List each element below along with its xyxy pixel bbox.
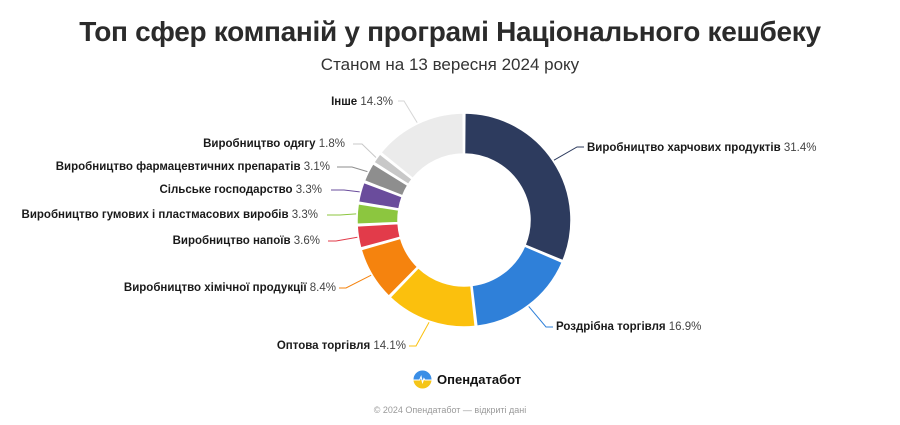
- slice-label: Інше 14.3%: [331, 95, 393, 109]
- donut-slice[interactable]: [360, 237, 419, 297]
- donut-slices: [356, 112, 572, 328]
- slice-label: Виробництво хімічної продукції 8.4%: [124, 281, 336, 295]
- brand: Опендатабот: [413, 370, 521, 389]
- leader-line: [528, 306, 553, 328]
- donut-slice[interactable]: [463, 112, 572, 262]
- slice-label-name: Роздрібна торгівля: [556, 321, 666, 333]
- donut-slice[interactable]: [356, 222, 402, 249]
- donut-slice[interactable]: [373, 153, 413, 186]
- slice-label: Оптова торгівля 14.1%: [277, 339, 406, 353]
- slice-label: Виробництво гумових і пластмасових вироб…: [22, 208, 318, 222]
- slice-label-value: 1.8%: [315, 138, 345, 150]
- leader-line: [409, 321, 430, 347]
- slice-label-value: 3.1%: [300, 161, 330, 173]
- leader-line: [328, 236, 358, 242]
- slice-label: Сільське господарство 3.3%: [159, 183, 322, 197]
- donut-slice[interactable]: [471, 245, 564, 327]
- leader-line: [353, 143, 377, 158]
- slice-label-name: Інше: [331, 96, 358, 108]
- slice-label-name: Виробництво харчових продуктів: [587, 142, 781, 154]
- leader-lines: [327, 100, 584, 347]
- slice-label-name: Сільське господарство: [159, 184, 293, 196]
- slice-label: Виробництво напоїв 3.6%: [173, 234, 320, 248]
- slice-label-name: Оптова торгівля: [276, 340, 371, 352]
- slice-label-value: 3.3%: [288, 209, 318, 221]
- slice-label-name: Виробництво фармацевтичних препаратів: [55, 161, 301, 173]
- brand-name: Опендатабот: [437, 372, 522, 387]
- donut-slice[interactable]: [357, 181, 403, 210]
- chart-subtitle: Станом на 13 вересня 2024 року: [320, 55, 580, 74]
- slice-label-name: Виробництво напоїв: [172, 235, 291, 247]
- slice-label-value: 14.1%: [370, 340, 406, 352]
- leader-line: [331, 189, 360, 193]
- chart-title: Топ сфер компаній у програмі Національно…: [79, 16, 821, 47]
- leader-line: [327, 213, 357, 216]
- leader-line: [398, 100, 418, 123]
- donut-slice[interactable]: [356, 203, 400, 225]
- slice-label: Роздрібна торгівля 16.9%: [556, 320, 701, 334]
- slice-label-value: 14.3%: [357, 96, 393, 108]
- slice-label-name: Виробництво одягу: [203, 138, 316, 150]
- footer-copyright: © 2024 Опендатабот — відкриті дані: [373, 405, 527, 415]
- slice-label-name: Виробництво хімічної продукції: [123, 282, 307, 294]
- opendatabot-logo-icon: [413, 370, 432, 389]
- slice-label: Виробництво харчових продуктів 31.4%: [587, 141, 817, 155]
- slice-label-value: 31.4%: [780, 142, 817, 154]
- slice-label-value: 3.6%: [290, 235, 320, 247]
- slice-label-value: 8.4%: [306, 282, 336, 294]
- slice-label: Виробництво одягу 1.8%: [203, 137, 345, 151]
- donut-slice[interactable]: [380, 112, 465, 180]
- slice-label-value: 16.9%: [665, 321, 702, 333]
- slice-label-value: 3.3%: [292, 184, 322, 196]
- donut-slice[interactable]: [363, 163, 409, 197]
- slice-label-name: Виробництво гумових і пластмасових вироб…: [21, 209, 289, 221]
- slice-label: Виробництво фармацевтичних препаратів 3.…: [56, 160, 330, 174]
- leader-line: [553, 146, 584, 161]
- donut-slice[interactable]: [389, 266, 476, 328]
- leader-line: [339, 274, 372, 289]
- leader-line: [337, 166, 368, 173]
